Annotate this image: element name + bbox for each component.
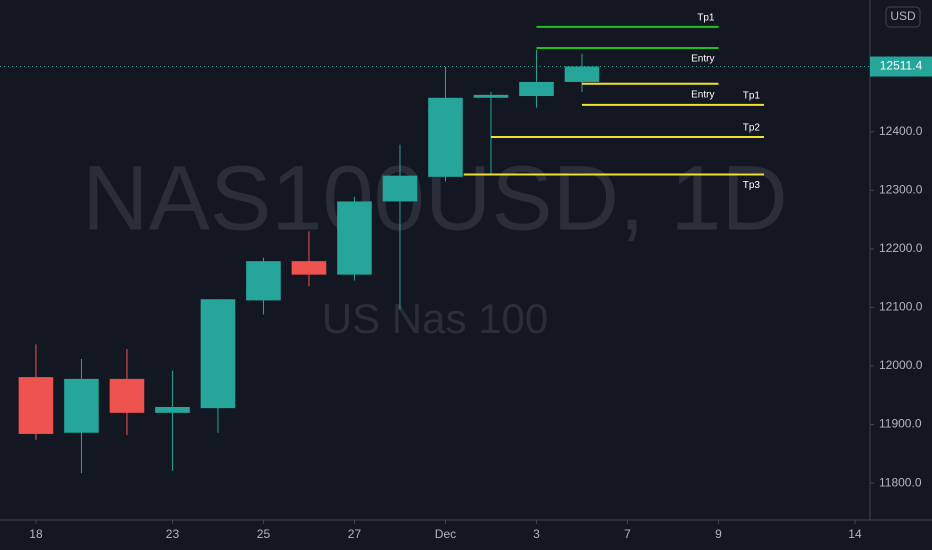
y-tick-label: 11900.0: [879, 417, 922, 431]
candle-body: [246, 261, 281, 301]
x-tick-label: Dec: [435, 527, 456, 541]
x-tick-label: 9: [715, 527, 722, 541]
last-price-box: [870, 56, 932, 77]
y-tick-label: 11800.0: [879, 475, 922, 489]
y-tick-label: 12200.0: [879, 241, 923, 255]
y-tick-label: 12300.0: [879, 182, 923, 196]
currency[interactable]: USD: [890, 9, 916, 23]
x-tick-label: 27: [348, 527, 362, 541]
x-tick-label: 18: [29, 527, 43, 541]
candle-body: [564, 66, 600, 82]
last-price-label: 12511.4: [880, 59, 923, 73]
candle-body: [18, 377, 54, 434]
candle-body: [155, 406, 190, 413]
candle-body: [337, 201, 372, 275]
candle-body: [519, 81, 554, 97]
watermark-subtitle: US Nas 100: [322, 295, 548, 342]
level-label: Tp1: [697, 13, 715, 24]
level-label: Tp1: [743, 90, 761, 101]
y-tick-label: 12400.0: [879, 124, 923, 138]
candle-body: [200, 299, 236, 409]
x-tick-label: 3: [533, 527, 540, 541]
x-tick-label: 25: [257, 527, 271, 541]
candle-body: [64, 378, 99, 433]
candle-body: [473, 94, 509, 98]
y-tick-label: 12000.0: [879, 358, 923, 372]
y-tick-label: 12100.0: [879, 300, 923, 314]
level-label: Tp2: [743, 123, 761, 134]
candle-body: [291, 261, 327, 275]
currency-box[interactable]: [885, 6, 921, 28]
level-label: Entry: [691, 89, 714, 100]
candle-body: [382, 175, 418, 202]
level-label: Tp3: [743, 180, 761, 191]
x-tick-label: 14: [848, 527, 862, 541]
candle-body: [109, 378, 145, 413]
candle-body: [428, 97, 463, 177]
x-tick-label: 23: [166, 527, 180, 541]
level-label: Entry: [691, 54, 714, 65]
x-tick-label: 7: [624, 527, 631, 541]
